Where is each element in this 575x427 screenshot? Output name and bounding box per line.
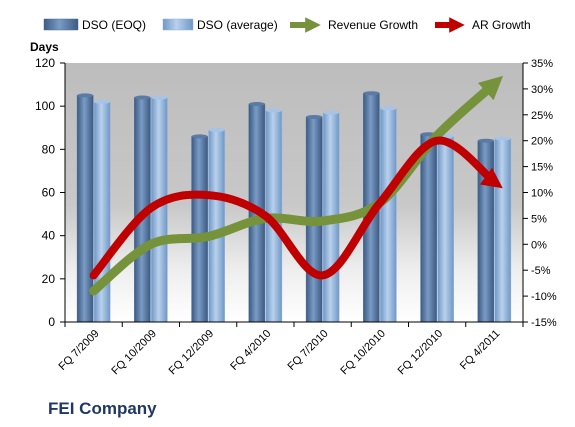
dso-eoq-bar-top	[134, 95, 151, 100]
y-tick-label: 40	[42, 229, 56, 243]
legend-label-dso-eoq: DSO (EOQ)	[82, 18, 146, 32]
y2-tick-label: 0%	[531, 239, 547, 251]
y2-tick-label: -5%	[531, 265, 551, 277]
dso-average-bar-top	[94, 99, 111, 104]
dso-average-bar-top	[494, 136, 511, 141]
y-tick-label: 20	[42, 272, 56, 286]
y2-tick-label: -10%	[531, 291, 557, 303]
dso-eoq-bar-top	[77, 93, 94, 98]
legend-swatch-dso-eoq	[43, 18, 79, 31]
company-name: FEI Company	[48, 399, 157, 418]
dso-eoq-bar-top	[191, 134, 208, 139]
legend-swatch-dso-average	[162, 18, 194, 31]
dso-average-bar-top	[380, 106, 397, 111]
dso-eoq-bar-top	[363, 91, 380, 96]
dso-eoq-bar	[191, 136, 208, 323]
dso-average-bar-top	[151, 95, 168, 100]
legend-label-ar-growth: AR Growth	[472, 18, 531, 32]
y-axis-title: Days	[30, 40, 59, 54]
dso-average-bar-top	[323, 110, 340, 115]
dso-eoq-bar	[420, 133, 437, 323]
dso-eoq-bar-top	[248, 102, 265, 107]
dso-average-bar	[380, 108, 397, 323]
y2-tick-label: 20%	[531, 136, 553, 148]
y-tick-label: 120	[35, 56, 55, 70]
y2-tick-label: -15%	[531, 317, 557, 329]
y-tick-label: 60	[42, 186, 56, 200]
dso-average-bar	[208, 129, 225, 323]
y2-tick-label: 25%	[531, 110, 553, 122]
y-tick-label: 80	[42, 142, 56, 156]
dso-eoq-bar-top	[477, 138, 494, 143]
legend-label-dso-average: DSO (average)	[197, 18, 278, 32]
legend-label-revenue-growth: Revenue Growth	[328, 18, 418, 32]
y2-tick-label: 15%	[531, 162, 553, 174]
y-tick-label: 100	[35, 99, 55, 113]
y2-tick-label: 35%	[531, 58, 553, 70]
y2-tick-label: 5%	[531, 213, 547, 225]
dso-average-bar-top	[265, 108, 282, 113]
y2-tick-label: 10%	[531, 188, 553, 200]
dso-average-bar-top	[208, 127, 225, 132]
dso-eoq-bar-top	[306, 114, 323, 119]
dso-average-bar	[494, 138, 512, 323]
dso-average-bar	[437, 136, 454, 323]
plot-area	[65, 63, 523, 322]
y-tick-label: 0	[48, 315, 55, 329]
ar-growth-line	[89, 136, 503, 280]
y2-tick-label: 30%	[531, 84, 553, 96]
